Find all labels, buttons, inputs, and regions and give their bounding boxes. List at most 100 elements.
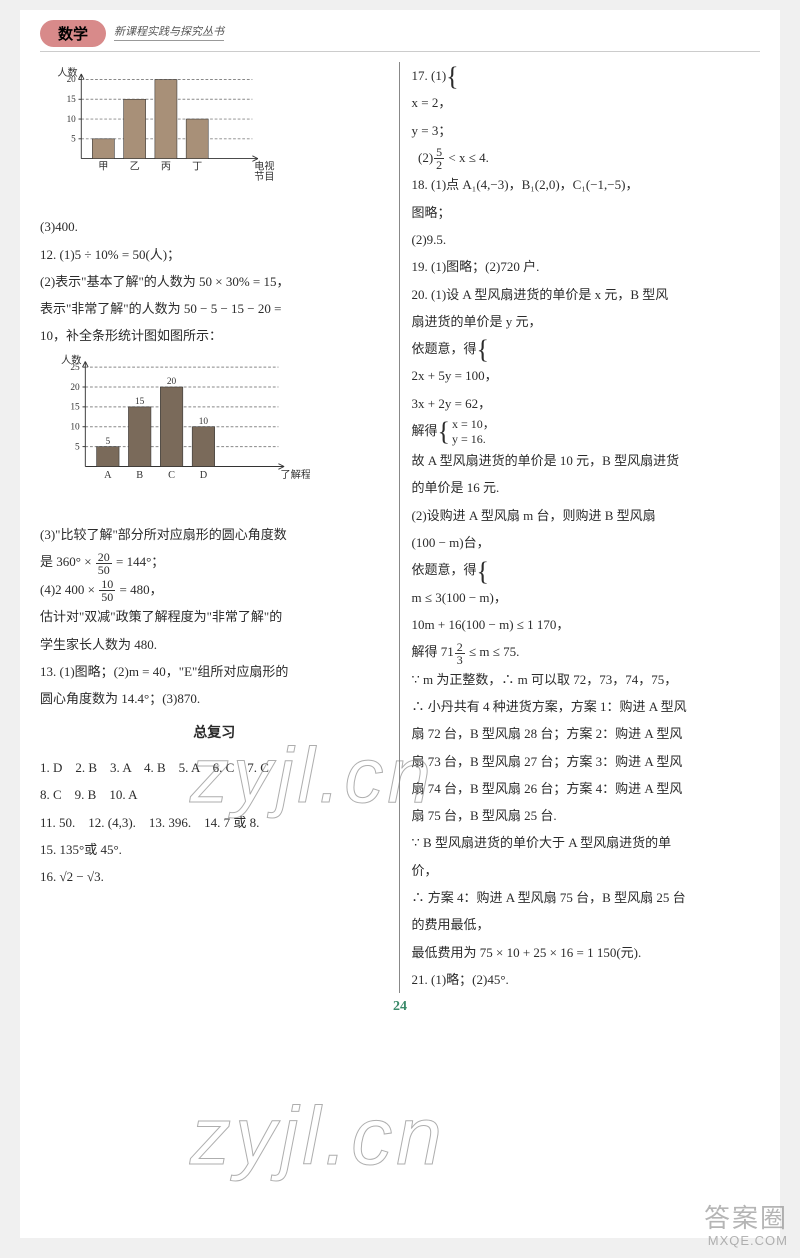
text-3-400: (3)400. bbox=[40, 213, 389, 240]
text-20s: 的费用最低， bbox=[412, 911, 761, 938]
two-column-layout: 5101520人数甲乙丙丁电视节目 (3)400. 12. (1)5 ÷ 10%… bbox=[40, 62, 760, 993]
watermark-2: zyjl.cn bbox=[190, 1090, 446, 1184]
svg-text:D: D bbox=[200, 470, 208, 481]
text-19: 19. (1)图略；(2)720 户. bbox=[412, 253, 761, 280]
right-column: 17. (1){x = 2，y = 3； (2)52 < x ≤ 4. 18. … bbox=[408, 62, 761, 993]
text-20p: ∵ B 型风扇进货的单价大于 A 型风扇进货的单 bbox=[412, 829, 761, 856]
t20c-mid: 解得 bbox=[412, 423, 438, 438]
text-20c: 依题意，得{ bbox=[412, 335, 761, 362]
page: 数学 新课程实践与探究丛书 5101520人数甲乙丙丁电视节目 (3)400. … bbox=[20, 10, 780, 1238]
fraction: 23 bbox=[455, 641, 465, 666]
text-12-2a: (2)表示"基本了解"的人数为 50 × 30% = 15， bbox=[40, 268, 389, 295]
text-20f: (2)设购进 A 型风扇 m 台，则购进 B 型风扇 bbox=[412, 502, 761, 529]
t20i-pre: 解得 71 bbox=[412, 644, 454, 659]
svg-text:5: 5 bbox=[71, 134, 76, 144]
brace-icon: { bbox=[446, 69, 458, 85]
t20i-post: ≤ m ≤ 75. bbox=[466, 644, 520, 659]
fraction: 2050 bbox=[96, 551, 112, 576]
svg-text:了解程度: 了解程度 bbox=[280, 468, 310, 481]
svg-text:人数: 人数 bbox=[61, 354, 82, 366]
text-20b: 扇进货的单价是 y 元， bbox=[412, 308, 761, 335]
text-12-2c: 10，补全条形统计图如图所示： bbox=[40, 322, 389, 349]
t12-3b-pre: 是 360° × bbox=[40, 554, 95, 569]
fraction: 1050 bbox=[99, 578, 115, 603]
brace-icon: { bbox=[477, 564, 489, 580]
svg-text:20: 20 bbox=[167, 377, 177, 387]
text-18a: 18. (1)点 A₁(4,−3)，B₁(2,0)，C₁(−1,−5)， bbox=[412, 171, 761, 198]
svg-text:丙: 丙 bbox=[161, 162, 171, 173]
text-21: 21. (1)略；(2)45°. bbox=[412, 966, 761, 993]
t20h-pre: 依题意，得 bbox=[412, 562, 477, 577]
text-12-2b: 表示"非常了解"的人数为 50 − 5 − 15 − 20 = bbox=[40, 295, 389, 322]
review-line-3: 11. 50. 12. (4,3). 13. 396. 14. 7 或 8. bbox=[40, 809, 389, 836]
svg-text:5: 5 bbox=[105, 437, 110, 447]
fraction: 52 bbox=[434, 146, 444, 171]
page-number: 24 bbox=[40, 999, 760, 1015]
bar-chart-1: 5101520人数甲乙丙丁电视节目 bbox=[50, 66, 280, 196]
text-20l: 扇 72 台，B 型风扇 28 台；方案 2：购进 A 型风 bbox=[412, 720, 761, 747]
svg-text:B: B bbox=[136, 470, 143, 481]
svg-text:5: 5 bbox=[75, 442, 80, 452]
review-line-5: 16. √2 − √3. bbox=[40, 863, 389, 890]
svg-text:20: 20 bbox=[70, 383, 80, 393]
text-12-4: (4)2 400 × 1050 = 480， bbox=[40, 576, 389, 604]
text-13b: 圆心角度数为 14.4°；(3)870. bbox=[40, 685, 389, 712]
text-20o: 扇 75 台，B 型风扇 25 台. bbox=[412, 802, 761, 829]
text-17: 17. (1){ bbox=[412, 62, 761, 89]
svg-text:A: A bbox=[104, 470, 112, 481]
text-20i: 解得 7123 ≤ m ≤ 75. bbox=[412, 638, 761, 666]
svg-text:15: 15 bbox=[70, 402, 80, 412]
svg-text:人数: 人数 bbox=[57, 66, 77, 79]
review-line-2: 8. C 9. B 10. A bbox=[40, 781, 389, 808]
review-line-1: 1. D 2. B 3. A 4. B 5. A 6. C 7. C bbox=[40, 754, 389, 781]
svg-text:甲: 甲 bbox=[98, 162, 108, 173]
t12-3b-post: = 144°； bbox=[113, 554, 165, 569]
t20c-pre: 依题意，得 bbox=[412, 341, 477, 356]
text-20d: 故 A 型风扇进货的单价是 10 元，B 型风扇进货 bbox=[412, 447, 761, 474]
review-line-4: 15. 135°或 45°. bbox=[40, 836, 389, 863]
bar-chart-2: 510152025人数A5B15C20D10了解程度 bbox=[50, 354, 310, 504]
text-20n: 扇 74 台，B 型风扇 26 台；方案 4：购进 A 型风 bbox=[412, 775, 761, 802]
text-18c: (2)9.5. bbox=[412, 226, 761, 253]
t17-mid: (2) bbox=[418, 150, 433, 165]
t12-4-post: = 480， bbox=[116, 582, 162, 597]
chart-tv-program: 5101520人数甲乙丙丁电视节目 bbox=[50, 66, 389, 205]
t12-4-pre: (4)2 400 × bbox=[40, 582, 98, 597]
chart-understanding: 510152025人数A5B15C20D10了解程度 bbox=[50, 354, 389, 513]
text-20q: 价， bbox=[412, 857, 761, 884]
svg-text:丁: 丁 bbox=[192, 162, 202, 173]
svg-text:乙: 乙 bbox=[130, 161, 140, 173]
text-12-1: 12. (1)5 ÷ 10% = 50(人)； bbox=[40, 241, 389, 268]
text-20a: 20. (1)设 A 型风扇进货的单价是 x 元，B 型风 bbox=[412, 281, 761, 308]
text-20m: 扇 73 台，B 型风扇 27 台；方案 3：购进 A 型风 bbox=[412, 748, 761, 775]
text-13a: 13. (1)图略；(2)m = 40，"E"组所对应扇形的 bbox=[40, 658, 389, 685]
svg-text:15: 15 bbox=[67, 94, 77, 104]
text-20r: ∴ 方案 4：购进 A 型风扇 75 台，B 型风扇 25 台 bbox=[412, 884, 761, 911]
section-review-head: 总复习 bbox=[40, 719, 389, 748]
svg-text:C: C bbox=[168, 470, 175, 481]
svg-text:10: 10 bbox=[199, 417, 209, 427]
text-12-4c: 学生家长人数为 480. bbox=[40, 631, 389, 658]
subject-badge: 数学 bbox=[40, 20, 106, 47]
text-12-4b: 估计对"双减"政策了解程度为"非常了解"的 bbox=[40, 603, 389, 630]
brace-icon: { bbox=[438, 424, 450, 440]
svg-text:节目: 节目 bbox=[254, 171, 274, 183]
text-12-3b: 是 360° × 2050 = 144°； bbox=[40, 548, 389, 576]
svg-text:15: 15 bbox=[135, 397, 145, 407]
svg-text:10: 10 bbox=[67, 114, 77, 124]
system: x = 10，y = 16. bbox=[452, 417, 495, 447]
text-20g: (100 − m)台， bbox=[412, 529, 761, 556]
text-20h: 依题意，得{ bbox=[412, 556, 761, 583]
text-12-3a: (3)"比较了解"部分所对应扇形的圆心角度数 bbox=[40, 521, 389, 548]
t17-pre: 17. (1) bbox=[412, 68, 447, 83]
svg-text:10: 10 bbox=[70, 422, 80, 432]
text-18b: 图略； bbox=[412, 199, 761, 226]
text-20k: ∴ 小丹共有 4 种进货方案，方案 1：购进 A 型风 bbox=[412, 693, 761, 720]
brace-icon: { bbox=[477, 342, 489, 358]
text-20t: 最低费用为 75 × 10 + 25 × 16 = 1 150(元). bbox=[412, 939, 761, 966]
t17-post: < x ≤ 4. bbox=[445, 150, 489, 165]
text-20e: 的单价是 16 元. bbox=[412, 474, 761, 501]
text-20j: ∵ m 为正整数，∴ m 可以取 72，73，74，75， bbox=[412, 666, 761, 693]
page-header: 数学 新课程实践与探究丛书 bbox=[40, 20, 760, 52]
series-title: 新课程实践与探究丛书 bbox=[114, 26, 224, 40]
